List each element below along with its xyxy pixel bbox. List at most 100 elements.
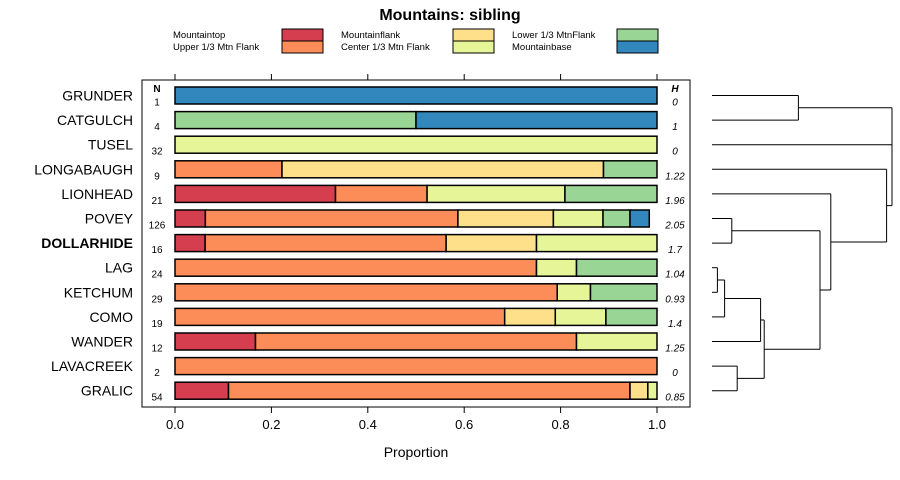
bar-segment (174, 135, 658, 154)
bar-segment (535, 258, 578, 277)
n-column-header: N (153, 84, 160, 95)
bar-segment (204, 209, 459, 228)
h-value: 2.05 (664, 221, 685, 232)
plot-frame (141, 79, 691, 408)
site-label: POVEY (85, 211, 134, 227)
bar-segment (589, 283, 658, 302)
bar-segment (535, 233, 658, 253)
site-label: TUSEL (88, 137, 133, 153)
bar-segment (605, 307, 658, 327)
legend-swatch (452, 40, 495, 54)
x-tick-label: 0.8 (552, 417, 570, 432)
n-value: 2 (154, 368, 160, 379)
bar-segment (174, 307, 506, 327)
bar-segment (602, 209, 631, 228)
bar-segment (227, 381, 631, 400)
dendrogram (712, 95, 893, 392)
bar-segment (174, 356, 658, 376)
x-tick-label: 0.0 (166, 417, 184, 432)
site-label: LAG (105, 260, 133, 276)
x-tick-label: 1.0 (648, 417, 666, 432)
bar-segment (415, 110, 658, 130)
site-label: DOLLARHIDE (41, 235, 133, 251)
legend-swatch (281, 28, 324, 42)
x-tick-label: 0.4 (359, 417, 377, 432)
bar-segment (503, 307, 557, 327)
bar-segment (564, 184, 658, 204)
bar-segment (174, 86, 658, 105)
n-value: 32 (151, 147, 163, 158)
bar-segment (554, 307, 607, 327)
n-value: 12 (151, 344, 163, 355)
bar-segment (552, 209, 604, 228)
n-value: 9 (154, 171, 160, 182)
bar-segment (334, 184, 428, 204)
x-tick-label: 0.6 (455, 417, 473, 432)
legend-label: Mountaintop (173, 30, 225, 41)
n-value: 19 (151, 319, 163, 330)
n-value: 16 (151, 245, 163, 256)
bar-segment (602, 160, 658, 179)
h-value: 0.93 (665, 294, 685, 305)
h-value: 0 (672, 98, 678, 109)
bar-segment (204, 233, 447, 253)
n-value: 126 (149, 221, 166, 232)
x-tick-label: 0.2 (262, 417, 280, 432)
legend-label: Mountainflank (341, 30, 400, 41)
legend-label: Upper 1/3 Mtn Flank (173, 42, 259, 53)
legend-label: Mountainbase (512, 42, 572, 53)
bar-segment (457, 209, 555, 228)
h-value: 0 (672, 368, 678, 379)
site-label: CATGULCH (57, 112, 133, 128)
site-label: LIONHEAD (61, 186, 133, 202)
bar-segment (647, 381, 658, 400)
h-value: 0.85 (665, 393, 685, 404)
x-axis: 0.0 0.2 0.4 0.6 0.8 1.0 (166, 74, 666, 432)
h-value: 1.04 (665, 270, 685, 281)
bar-segment (254, 332, 578, 351)
legend-swatch (452, 28, 495, 42)
bar-segment (174, 258, 538, 277)
x-axis-title: Proportion (384, 444, 449, 460)
legend-swatch (616, 40, 659, 54)
legend-swatch (281, 40, 324, 54)
site-label: LONGABAUGH (34, 161, 133, 177)
bar-segment (281, 160, 605, 179)
legend-label: Center 1/3 Mtn Flank (341, 42, 430, 53)
n-value: 54 (151, 393, 163, 404)
n-value: 21 (151, 196, 163, 207)
bar-segment (174, 184, 337, 204)
site-label: GRUNDER (62, 88, 133, 104)
bar-segment (174, 110, 417, 130)
n-value: 24 (151, 270, 163, 281)
n-value: 4 (154, 122, 160, 133)
site-label: WANDER (71, 334, 133, 350)
h-value: 1.4 (668, 319, 682, 330)
bar-segment (575, 332, 658, 351)
bar-segment (174, 160, 283, 179)
h-value: 0 (672, 147, 678, 158)
bar-segment (445, 233, 538, 253)
site-label: COMO (89, 309, 133, 325)
legend-label: Lower 1/3 MtnFlank (512, 30, 596, 41)
bar-segment (174, 283, 558, 302)
h-value: 1.7 (668, 245, 682, 256)
legend-swatch (616, 28, 659, 42)
bar-segment (426, 184, 566, 204)
bar-rows: GRUNDER 1 0 CATGULCH 4 1 TUSEL 32 0 LONGABAUGH 9 1.… (34, 86, 685, 404)
n-value: 29 (151, 294, 163, 305)
bar-segment (174, 209, 207, 228)
n-value: 1 (154, 98, 160, 109)
h-value: 1.96 (665, 196, 685, 207)
h-column-header: H (671, 84, 679, 95)
bar-segment (556, 283, 592, 302)
bar-segment (174, 332, 257, 351)
site-label: LAVACREEK (51, 358, 134, 374)
bar-segment (174, 381, 230, 400)
site-label: KETCHUM (64, 284, 133, 300)
bar-segment (629, 381, 649, 400)
bar-segment (174, 233, 206, 253)
h-value: 1 (672, 122, 678, 133)
